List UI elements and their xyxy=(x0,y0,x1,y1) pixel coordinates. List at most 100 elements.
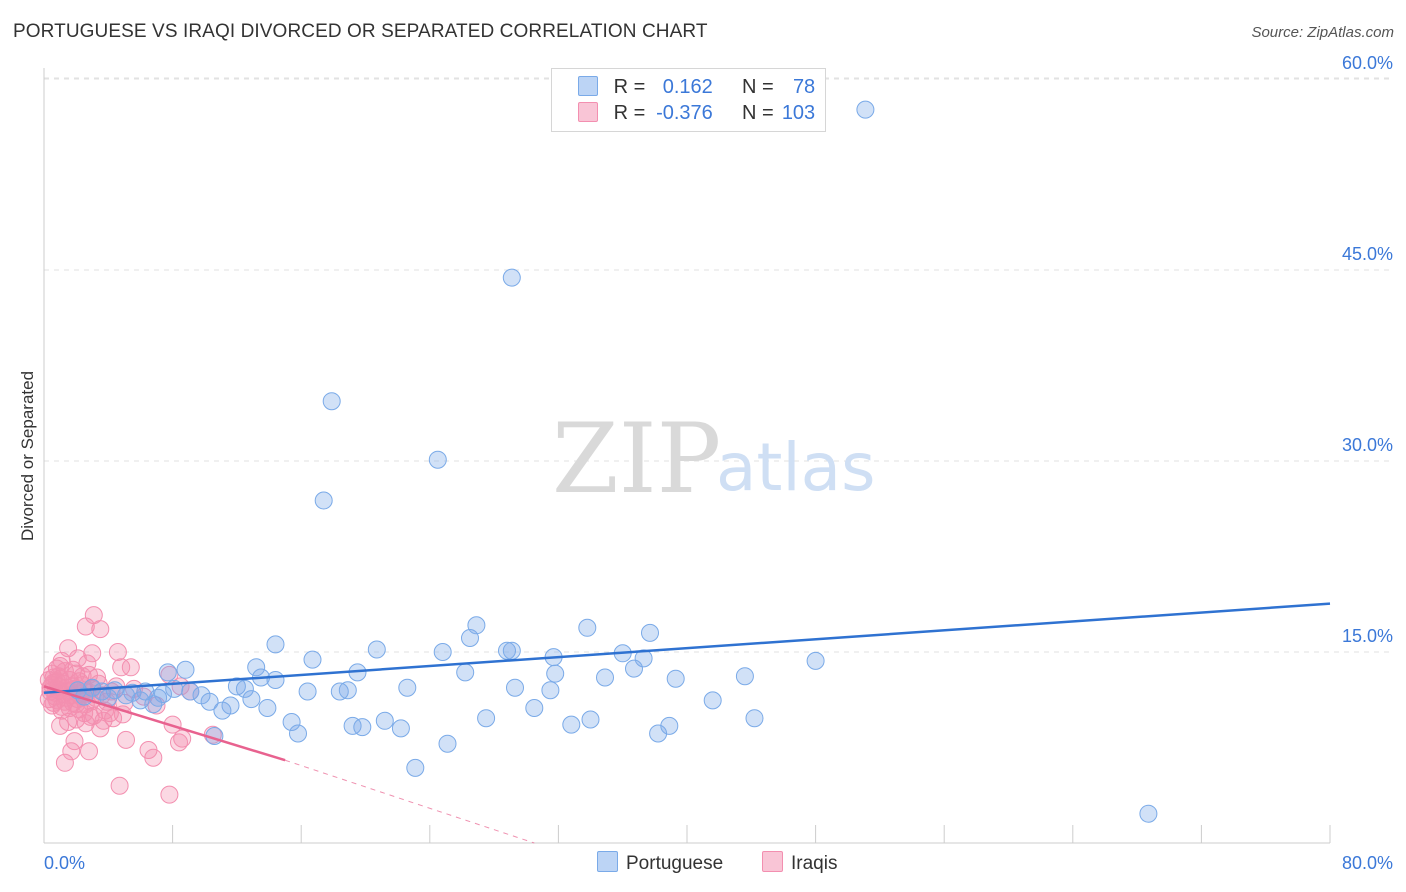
legend-row-iraqis: R = -0.376 N = 103 xyxy=(578,102,815,126)
portuguese-point xyxy=(546,664,565,683)
portuguese-point xyxy=(498,641,516,660)
portuguese-point xyxy=(343,716,362,735)
legend-n-label: N = xyxy=(741,76,774,98)
portuguese-point xyxy=(506,678,524,697)
iraqis-n-value: 103 xyxy=(781,102,816,124)
y-tick-label: 45.0% xyxy=(1342,244,1393,264)
portuguese-point xyxy=(367,640,386,659)
y-tick-label: 30.0% xyxy=(1342,435,1393,455)
iraqis-point xyxy=(76,617,95,636)
portuguese-point xyxy=(406,758,425,777)
portuguese-point xyxy=(525,699,544,717)
legend-n-label: N = xyxy=(741,102,774,124)
chart-title: PORTUGUESE VS IRAQI DIVORCED OR SEPARATE… xyxy=(13,21,708,42)
portuguese-point xyxy=(391,719,410,738)
y-tick-labels: 15.0% 30.0% 45.0% 60.0% xyxy=(1342,53,1393,646)
portuguese-point xyxy=(456,663,475,682)
portuguese-point xyxy=(735,667,754,686)
legend-row-portuguese: R = 0.162 N = 78 xyxy=(578,76,815,100)
portuguese-point xyxy=(433,643,452,661)
series-iraqis-points xyxy=(39,606,222,804)
portuguese-point xyxy=(289,724,307,743)
legend-item-iraqis[interactable]: Iraqis xyxy=(762,851,837,875)
watermark-atlas: atlas xyxy=(716,429,876,506)
series-legend: Portuguese Iraqis xyxy=(0,851,1406,879)
iraqis-point xyxy=(65,732,84,751)
iraqis-point xyxy=(110,776,129,795)
iraqis-point xyxy=(117,730,135,749)
x-tick-label-min: 0.0% xyxy=(44,853,85,873)
portuguese-point xyxy=(806,651,825,670)
portuguese-point xyxy=(578,618,597,637)
iraqis-point xyxy=(68,649,87,668)
portuguese-point xyxy=(213,701,232,720)
series-portuguese-points xyxy=(68,100,1158,823)
iraqis-point xyxy=(55,753,74,772)
iraqis-point xyxy=(88,668,106,687)
portuguese-point xyxy=(666,669,685,688)
portuguese-point xyxy=(105,681,124,700)
iraqis-point xyxy=(49,667,68,686)
portuguese-point xyxy=(298,682,317,701)
portuguese-point xyxy=(541,681,560,700)
correlation-legend: R = 0.162 N = 78 R = -0.376 N = 103 xyxy=(551,68,826,132)
iraqis-point xyxy=(80,742,98,761)
iraqis-r-value: -0.376 xyxy=(656,102,713,124)
iraqis-point xyxy=(51,716,70,735)
iraqis-swatch xyxy=(578,102,598,122)
portuguese-point xyxy=(641,623,659,642)
portuguese-point xyxy=(581,710,600,729)
portuguese-point xyxy=(477,709,496,728)
iraqis-point xyxy=(73,667,92,686)
portuguese-point xyxy=(398,678,417,697)
portuguese-legend-label: Portuguese xyxy=(626,853,724,874)
portuguese-point xyxy=(428,450,447,469)
axes xyxy=(43,68,1331,844)
portuguese-point xyxy=(353,718,372,737)
iraqis-trend-extension xyxy=(284,759,535,844)
portuguese-point xyxy=(467,616,486,635)
portuguese-n-value: 78 xyxy=(792,76,816,98)
iraqis-point xyxy=(121,658,140,677)
portuguese-point xyxy=(375,711,394,730)
iraqis-trend-line xyxy=(43,685,286,762)
portuguese-point xyxy=(303,650,322,669)
portuguese-point xyxy=(258,699,277,717)
watermark-zip: ZIP xyxy=(552,403,721,515)
x-tick-labels: 0.0% 80.0% xyxy=(44,853,1393,873)
portuguese-r-value: 0.162 xyxy=(662,76,713,98)
portuguese-point xyxy=(266,671,285,689)
y-tick-label: 60.0% xyxy=(1342,53,1393,73)
iraqis-point xyxy=(112,658,131,677)
portuguese-point xyxy=(158,663,177,682)
iraqis-point xyxy=(83,644,102,663)
legend-item-portuguese[interactable]: Portuguese xyxy=(597,851,723,875)
iraqis-point xyxy=(147,696,166,715)
iraqis-legend-label: Iraqis xyxy=(791,853,838,874)
iraqis-point xyxy=(62,742,81,761)
portuguese-point xyxy=(154,685,172,703)
x-tick-label-max: 80.0% xyxy=(1342,853,1393,873)
portuguese-point xyxy=(660,716,679,735)
legend-r-label: R = xyxy=(613,102,646,124)
portuguese-point xyxy=(338,681,357,700)
iraqis-point xyxy=(160,785,179,804)
portuguese-point xyxy=(247,658,266,677)
iraqis-legend-swatch xyxy=(762,851,783,872)
portuguese-point xyxy=(703,691,722,710)
portuguese-point xyxy=(596,668,614,687)
y-tick-label: 15.0% xyxy=(1342,626,1393,646)
iraqis-point xyxy=(108,643,127,661)
portuguese-point xyxy=(856,100,875,119)
portuguese-point xyxy=(502,268,521,287)
portuguese-point xyxy=(502,641,521,660)
iraqis-point xyxy=(84,706,103,725)
portuguese-point xyxy=(131,691,150,710)
iraqis-point xyxy=(170,733,188,752)
watermark: ZIP atlas xyxy=(552,403,876,515)
portuguese-legend-swatch xyxy=(597,851,618,872)
portuguese-point xyxy=(266,635,285,654)
iraqis-point xyxy=(144,748,163,767)
portuguese-point xyxy=(314,491,333,510)
